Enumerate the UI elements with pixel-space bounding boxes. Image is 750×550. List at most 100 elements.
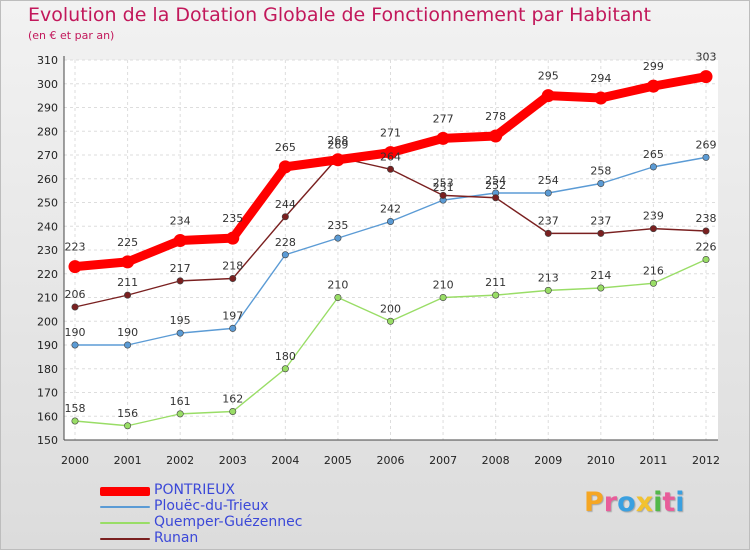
data-point (68, 260, 82, 274)
data-label: 206 (65, 288, 86, 301)
data-point (176, 329, 184, 337)
data-point (124, 291, 132, 299)
legend-label: PONTRIEUX (154, 482, 236, 498)
data-label: 190 (117, 326, 138, 339)
data-label: 156 (117, 407, 138, 420)
x-tick-label: 2004 (271, 454, 299, 467)
data-label: 254 (538, 174, 559, 187)
series (68, 70, 713, 430)
data-label: 299 (643, 60, 664, 73)
data-label: 303 (696, 51, 717, 64)
y-tick-label: 240 (37, 220, 58, 233)
data-point (124, 422, 132, 430)
data-point (702, 255, 710, 263)
data-point (597, 180, 605, 188)
legend-label: Runan (154, 530, 199, 546)
x-tick-label: 2002 (166, 454, 194, 467)
axes: 150 160 170 180 190 200 210 220 230 240 250 260 270 2… (37, 54, 720, 467)
data-point (229, 407, 237, 415)
data-label: 234 (170, 215, 191, 228)
data-point (544, 189, 552, 197)
data-label: 223 (65, 241, 86, 254)
data-point (229, 324, 237, 332)
data-label: 217 (170, 262, 191, 275)
proxiti-logo: Proxiti (584, 487, 685, 518)
data-point (597, 229, 605, 237)
y-tick-label: 220 (37, 268, 58, 281)
data-point (281, 365, 289, 373)
data-point (334, 234, 342, 242)
data-label: 216 (643, 264, 664, 277)
data-label: 265 (275, 141, 296, 154)
data-label: 162 (222, 393, 243, 406)
y-tick-label: 160 (37, 410, 58, 423)
data-point (702, 153, 710, 161)
legend-swatch (100, 506, 150, 508)
data-point (594, 91, 608, 105)
y-tick-label: 150 (37, 434, 58, 447)
data-point (386, 165, 394, 173)
x-tick-label: 2005 (324, 454, 352, 467)
data-point (176, 277, 184, 285)
legend-label: Plouëc-du-Trieux (154, 498, 269, 514)
data-label: 214 (590, 269, 611, 282)
chart-subtitle: (en € et par an) (28, 29, 115, 42)
data-point (173, 234, 187, 247)
data-point (541, 89, 555, 103)
data-label: 180 (275, 350, 296, 363)
data-point (121, 255, 135, 269)
data-label: 269 (327, 138, 348, 151)
y-tick-label: 290 (37, 102, 58, 115)
x-tick-label: 2010 (587, 454, 615, 467)
data-label: 271 (380, 127, 401, 140)
data-point (489, 129, 503, 143)
data-point (386, 317, 394, 325)
data-point (386, 218, 394, 226)
data-label: 264 (380, 150, 401, 163)
data-label: 244 (275, 198, 296, 211)
data-label: 258 (590, 165, 611, 178)
data-label: 226 (696, 241, 717, 254)
data-label: 265 (643, 148, 664, 161)
data-point (384, 146, 397, 160)
x-tick-label: 2003 (219, 454, 247, 467)
data-point (699, 70, 713, 84)
data-point (649, 279, 657, 287)
data-point (176, 410, 184, 418)
y-tick-label: 280 (37, 125, 58, 138)
chart-title: Evolution de la Dotation Globale de Fonc… (28, 4, 651, 26)
data-label: 228 (275, 236, 296, 249)
y-tick-label: 230 (37, 244, 58, 257)
data-point (278, 160, 292, 174)
y-tick-label: 300 (37, 78, 58, 91)
data-label: 237 (590, 214, 611, 227)
data-label: 235 (222, 212, 243, 225)
data-point (649, 225, 657, 233)
data-point (281, 213, 289, 221)
x-tick-label: 2006 (377, 454, 405, 467)
x-tick-label: 2001 (114, 454, 142, 467)
data-point (439, 191, 447, 199)
data-point (229, 274, 237, 282)
data-label: 239 (643, 210, 664, 223)
y-tick-label: 270 (37, 149, 58, 162)
data-point (597, 284, 605, 292)
data-point (439, 293, 447, 301)
y-tick-label: 310 (37, 54, 58, 67)
data-labels: 223 225 234 235 265 268 271 277 278 295 294 299 303 1… (65, 51, 717, 420)
data-label: 254 (485, 174, 506, 187)
x-tick-label: 2012 (692, 454, 720, 467)
data-label: 210 (327, 279, 348, 292)
x-tick-label: 2008 (482, 454, 510, 467)
data-label: 161 (170, 395, 191, 408)
data-label: 294 (590, 72, 611, 85)
data-label: 295 (538, 70, 559, 83)
y-tick-label: 250 (37, 197, 58, 210)
data-label: 158 (65, 402, 86, 415)
x-tick-label: 2011 (639, 454, 667, 467)
y-tick-label: 180 (37, 363, 58, 376)
data-point (544, 286, 552, 294)
data-point (492, 291, 500, 299)
data-label: 197 (222, 309, 243, 322)
